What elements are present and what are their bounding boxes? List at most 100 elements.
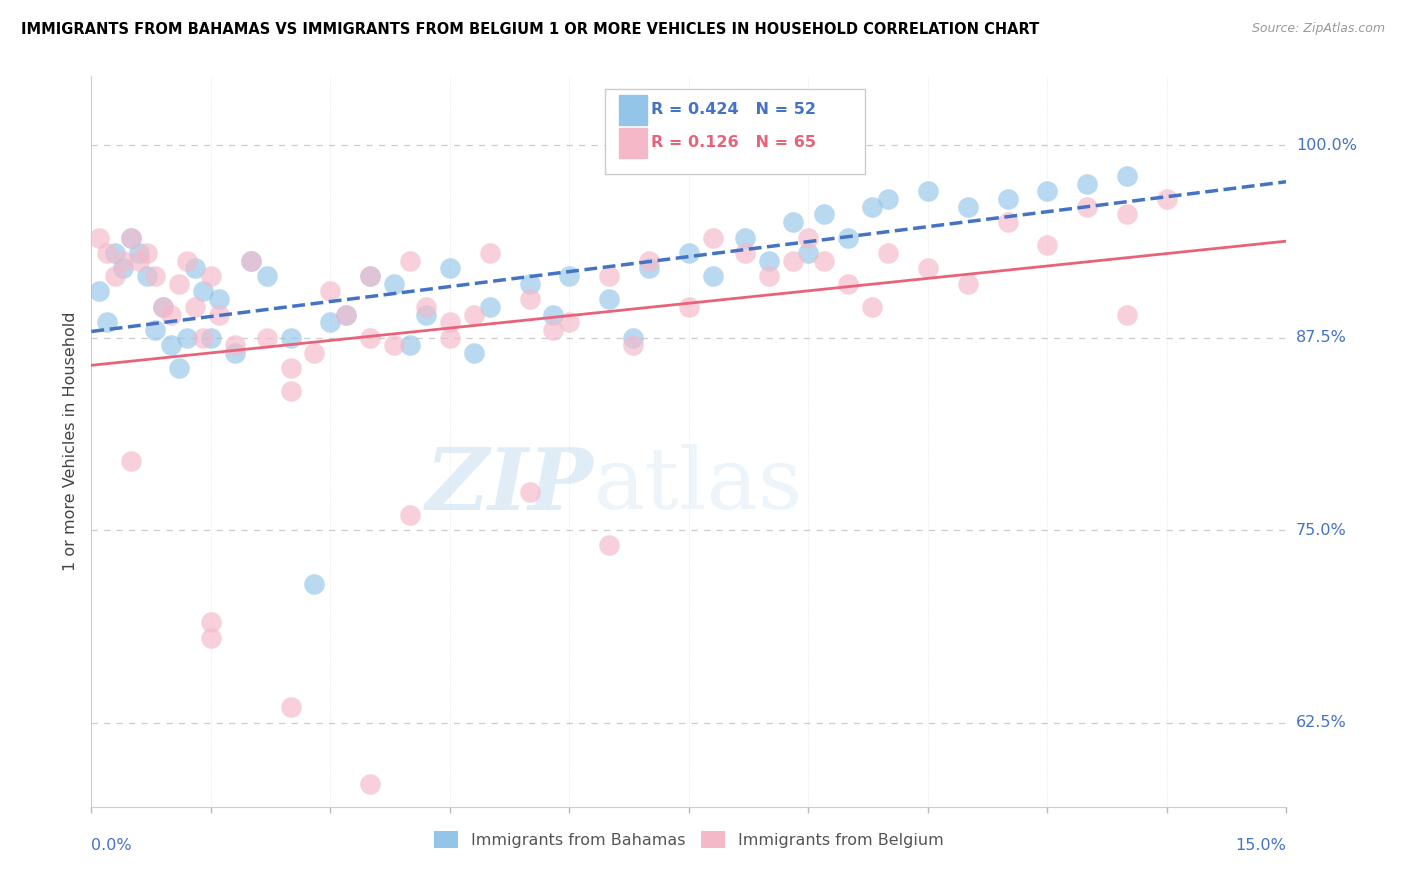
Point [200,615,222,630]
Point [558,315,581,329]
Point [167,277,190,291]
Point [176,330,198,344]
Point [702,268,724,283]
Point [128,253,150,268]
Text: atlas: atlas [593,444,803,527]
Point [543,308,565,322]
Point [813,253,835,268]
Point [184,300,207,314]
Point [112,253,135,268]
Point [621,330,644,344]
Point [638,261,661,276]
Text: ZIP: ZIP [426,443,593,527]
Point [399,253,422,268]
Point [152,300,174,314]
Point [997,192,1019,206]
Point [678,246,700,260]
Point [1076,200,1098,214]
Point [519,277,541,291]
Point [208,308,231,322]
Point [956,277,979,291]
Point [335,308,357,322]
Point [136,268,159,283]
Point [956,200,979,214]
Point [399,508,422,522]
Point [638,253,661,268]
Text: Source: ZipAtlas.com: Source: ZipAtlas.com [1251,22,1385,36]
Point [382,277,405,291]
Text: R = 0.126   N = 65: R = 0.126 N = 65 [651,136,815,150]
Point [304,577,326,591]
Point [415,308,437,322]
Point [797,246,820,260]
Point [239,253,262,268]
Point [167,361,190,376]
Point [160,338,183,352]
Point [917,261,939,276]
Text: 75.0%: 75.0% [1296,523,1347,538]
Point [463,346,485,360]
Point [678,300,700,314]
Point [543,323,565,337]
Point [143,323,166,337]
Point [176,253,198,268]
Point [184,261,207,276]
Point [519,484,541,499]
Point [478,300,501,314]
Point [621,338,644,352]
Text: 0.0%: 0.0% [91,838,132,853]
Point [860,300,883,314]
Text: 87.5%: 87.5% [1296,330,1347,345]
Point [280,361,302,376]
Text: R = 0.424   N = 52: R = 0.424 N = 52 [651,103,815,117]
Point [280,700,302,714]
Point [319,315,342,329]
Point [758,253,780,268]
Point [208,292,231,306]
Point [797,230,820,244]
Point [1036,238,1059,252]
Point [758,268,780,283]
Point [478,246,501,260]
Point [89,285,111,299]
Point [558,268,581,283]
Point [120,230,142,244]
Point [598,268,620,283]
Point [782,215,804,229]
Point [239,253,262,268]
Point [702,230,724,244]
Text: 100.0%: 100.0% [1296,137,1357,153]
Point [997,215,1019,229]
Point [120,454,142,468]
Point [782,253,804,268]
Point [837,230,859,244]
Point [399,338,422,352]
Point [598,292,620,306]
Point [224,346,246,360]
Text: IMMIGRANTS FROM BAHAMAS VS IMMIGRANTS FROM BELGIUM 1 OR MORE VEHICLES IN HOUSEHO: IMMIGRANTS FROM BAHAMAS VS IMMIGRANTS FR… [21,22,1039,37]
Point [519,292,541,306]
Point [877,192,900,206]
Point [837,277,859,291]
Point [439,261,461,276]
Point [152,300,174,314]
Point [463,308,485,322]
Point [734,246,756,260]
Point [191,330,214,344]
Point [96,315,118,329]
Point [120,230,142,244]
Point [359,268,381,283]
Point [89,230,111,244]
Point [304,346,326,360]
Point [200,330,222,344]
Point [200,268,222,283]
Point [1036,184,1059,198]
Point [96,246,118,260]
Point [359,268,381,283]
Point [128,246,150,260]
Point [191,285,214,299]
Point [382,338,405,352]
Y-axis label: 1 or more Vehicles in Household: 1 or more Vehicles in Household [63,312,79,571]
Point [359,777,381,791]
Point [104,246,127,260]
